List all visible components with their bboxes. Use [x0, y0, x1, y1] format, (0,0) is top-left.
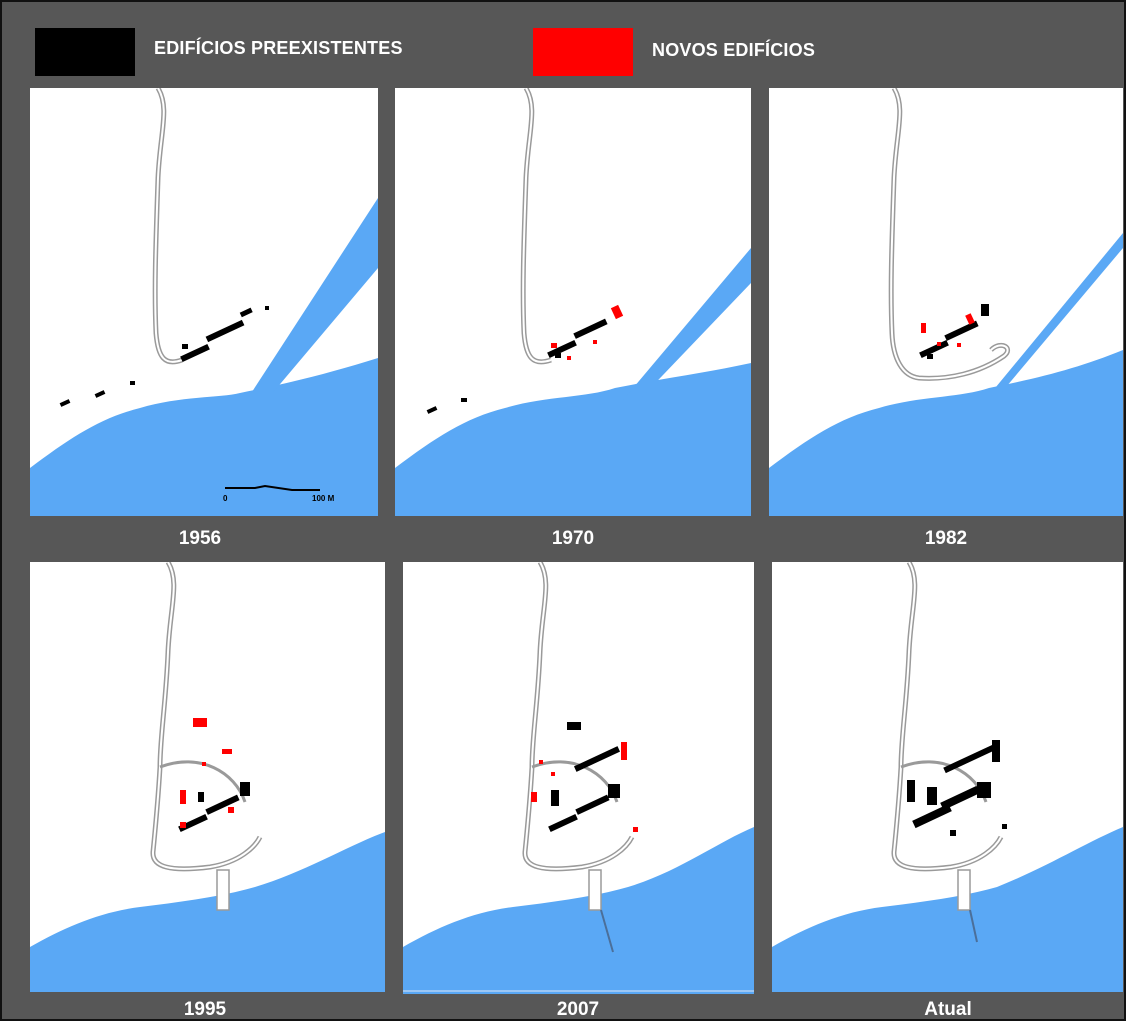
year-caption-1956: 1956: [178, 528, 222, 549]
legend-label-new: NOVOS EDIFÍCIOS: [652, 40, 816, 60]
new-buildings: [921, 313, 975, 347]
svg-text:0: 0: [223, 494, 228, 503]
year-caption-1982: 1982: [924, 528, 968, 549]
map-panel-1970: [395, 88, 751, 516]
map-panel-2007: [403, 562, 754, 994]
map-panel-atual: [772, 562, 1123, 992]
year-caption-1970: 1970: [551, 528, 595, 549]
legend-label-existing: EDIFÍCIOS PREEXISTENTES: [154, 38, 403, 58]
coastline-water: [30, 358, 378, 516]
existing-buildings: [919, 304, 989, 359]
existing-buildings: [426, 318, 608, 414]
existing-buildings: [548, 722, 621, 833]
river-channel: [248, 198, 378, 398]
year-caption-atual: Atual: [924, 999, 972, 1020]
road: [152, 88, 183, 365]
scale-bar: 0 100 M: [223, 484, 335, 503]
legend-swatch-new: [533, 28, 633, 76]
new-buildings: [531, 742, 638, 832]
new-buildings: [551, 304, 624, 360]
map-panel-1956: 0 100 M: [30, 88, 378, 516]
map-panel-1982: [769, 88, 1123, 516]
existing-buildings: [907, 740, 1007, 836]
year-caption-2007: 2007: [556, 999, 600, 1020]
new-buildings: [180, 718, 234, 828]
existing-buildings: [59, 306, 269, 407]
map-panel-1995: [30, 562, 385, 992]
legend-swatch-existing: [35, 28, 135, 76]
svg-text:100 M: 100 M: [312, 494, 335, 503]
year-caption-1995: 1995: [183, 999, 227, 1020]
